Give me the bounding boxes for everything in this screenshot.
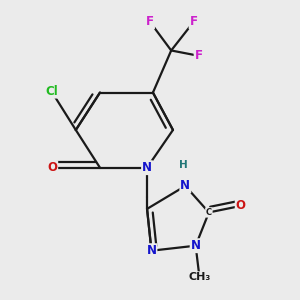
Text: N: N bbox=[180, 179, 190, 192]
Text: F: F bbox=[190, 15, 198, 28]
Text: CH₃: CH₃ bbox=[188, 272, 211, 282]
Text: F: F bbox=[146, 15, 154, 28]
Text: O: O bbox=[47, 161, 57, 174]
Text: Cl: Cl bbox=[45, 85, 58, 98]
Text: N: N bbox=[146, 244, 157, 257]
Text: O: O bbox=[236, 200, 246, 212]
Text: H: H bbox=[179, 160, 188, 170]
Text: N: N bbox=[190, 239, 201, 252]
Text: C: C bbox=[206, 208, 212, 217]
Text: F: F bbox=[195, 49, 203, 62]
Text: N: N bbox=[142, 161, 152, 174]
